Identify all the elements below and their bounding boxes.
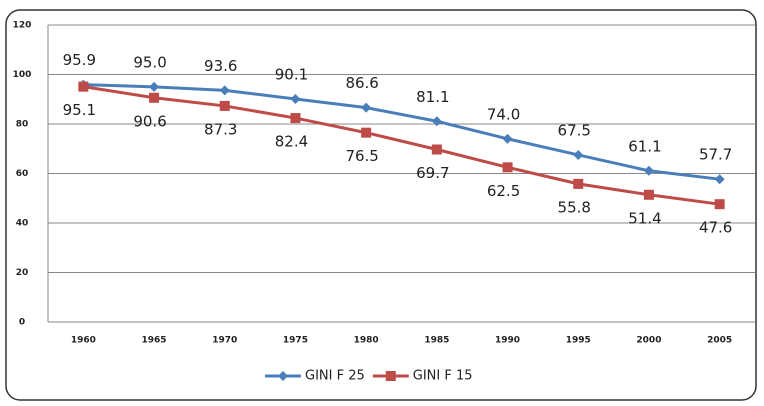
data-point	[714, 199, 725, 210]
x-tick-label: 2005	[707, 336, 732, 346]
data-label: 95.1	[63, 101, 96, 119]
y-tick-label: 60	[16, 169, 29, 179]
data-point	[502, 162, 513, 173]
data-point	[643, 189, 654, 200]
data-label: 90.1	[275, 66, 308, 84]
x-tick-label: 1975	[283, 336, 308, 346]
data-point	[361, 102, 372, 113]
x-tick-label: 1995	[566, 336, 591, 346]
x-tick-label: 1990	[495, 336, 520, 346]
data-label: 95.0	[133, 53, 166, 71]
data-point	[643, 165, 654, 176]
y-tick-label: 0	[19, 318, 25, 328]
data-point	[149, 92, 160, 103]
data-point	[361, 127, 372, 138]
series-line	[83, 83, 720, 181]
x-tick-label: 1960	[71, 336, 96, 346]
data-point	[573, 149, 584, 160]
data-label: 69.7	[416, 164, 449, 182]
data-point	[431, 144, 442, 155]
x-tick-label: 1985	[424, 336, 449, 346]
data-label: 57.7	[699, 146, 732, 164]
data-label: 87.3	[204, 120, 237, 138]
x-tick-label: 1965	[142, 336, 167, 346]
data-label: 82.4	[275, 133, 308, 151]
x-tick-label: 1970	[212, 336, 237, 346]
data-label: 81.1	[416, 88, 449, 106]
data-label: 55.8	[558, 198, 591, 216]
data-point	[219, 85, 230, 96]
y-tick-label: 80	[16, 120, 29, 130]
data-label: 61.1	[628, 137, 661, 155]
data-point	[149, 81, 160, 92]
data-label: 86.6	[345, 74, 378, 92]
data-point	[219, 100, 230, 111]
data-label: 90.6	[133, 112, 166, 130]
data-point	[290, 94, 301, 105]
data-point	[502, 133, 513, 144]
legend-marker	[278, 371, 288, 381]
data-label: 67.5	[558, 121, 591, 139]
series-line	[83, 85, 720, 206]
data-label: 76.5	[345, 147, 378, 165]
y-tick-label: 40	[16, 219, 29, 229]
data-label: 51.4	[628, 209, 661, 227]
data-point	[714, 174, 725, 185]
data-label: 62.5	[487, 182, 520, 200]
data-label: 74.0	[487, 105, 520, 123]
y-tick-label: 100	[13, 70, 32, 80]
chart-frame	[5, 9, 757, 401]
data-label: 93.6	[204, 57, 237, 75]
legend-label: GINI F 25	[305, 369, 365, 384]
y-tick-label: 20	[16, 268, 29, 278]
legend-marker	[385, 371, 396, 381]
y-tick-label: 120	[13, 21, 32, 31]
data-point	[78, 81, 89, 92]
legend-label: GINI F 15	[413, 369, 473, 384]
data-point	[573, 178, 584, 189]
x-tick-label: 1980	[354, 336, 379, 346]
x-tick-label: 2000	[636, 336, 661, 346]
data-point	[431, 116, 442, 127]
data-label: 95.9	[63, 51, 96, 69]
data-label: 47.6	[699, 219, 732, 237]
data-point	[290, 113, 301, 124]
